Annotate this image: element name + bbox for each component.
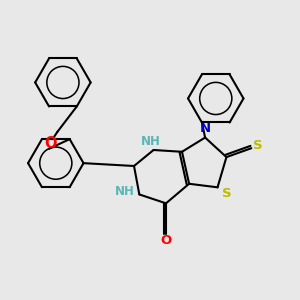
Text: O: O	[45, 136, 57, 151]
Text: S: S	[222, 187, 231, 200]
Text: S: S	[253, 139, 262, 152]
Text: NH: NH	[141, 135, 160, 148]
Text: NH: NH	[115, 185, 134, 198]
Text: O: O	[160, 234, 172, 247]
Text: N: N	[200, 122, 211, 135]
